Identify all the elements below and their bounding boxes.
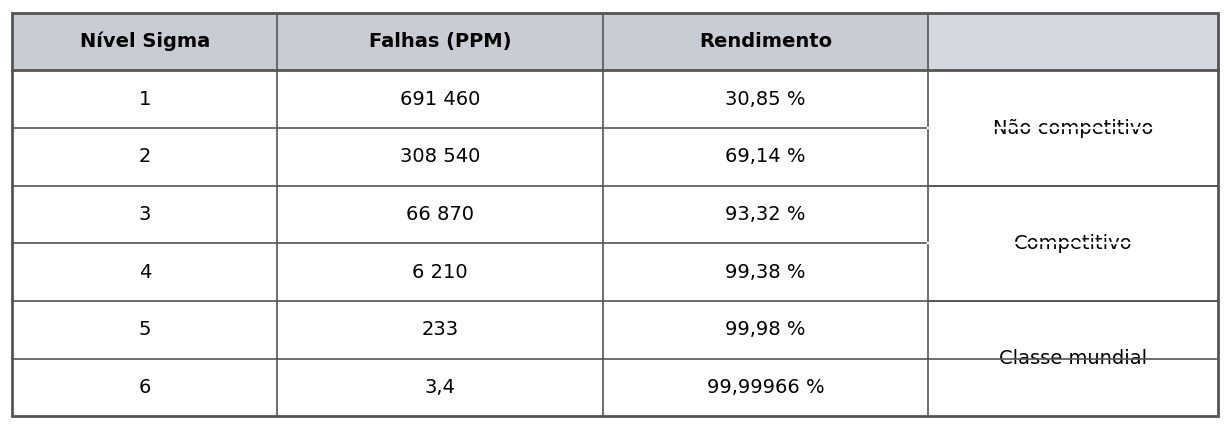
Text: 1: 1 bbox=[139, 90, 151, 109]
Text: 5: 5 bbox=[139, 320, 151, 339]
Bar bbox=[278, 359, 603, 416]
Bar bbox=[278, 128, 603, 186]
Bar bbox=[278, 186, 603, 243]
Text: 99,99966 %: 99,99966 % bbox=[707, 378, 824, 397]
Bar bbox=[603, 128, 929, 186]
Text: 233: 233 bbox=[422, 320, 459, 339]
Bar bbox=[12, 13, 278, 70]
Bar bbox=[278, 301, 603, 359]
Text: 66 870: 66 870 bbox=[406, 205, 475, 224]
Text: 4: 4 bbox=[139, 263, 151, 281]
Text: 30,85 %: 30,85 % bbox=[726, 90, 806, 109]
Bar bbox=[278, 70, 603, 128]
Bar bbox=[603, 243, 929, 301]
Bar bbox=[603, 186, 929, 243]
Bar bbox=[12, 359, 278, 416]
Text: 93,32 %: 93,32 % bbox=[726, 205, 806, 224]
Bar bbox=[929, 186, 1218, 301]
Bar bbox=[12, 301, 278, 359]
Text: Falhas (PPM): Falhas (PPM) bbox=[369, 32, 512, 51]
Text: Classe mundial: Classe mundial bbox=[999, 349, 1148, 368]
Text: 308 540: 308 540 bbox=[400, 148, 481, 166]
Bar bbox=[603, 70, 929, 128]
Text: 6 210: 6 210 bbox=[412, 263, 469, 281]
Text: 3,4: 3,4 bbox=[424, 378, 455, 397]
Bar bbox=[12, 186, 278, 243]
Bar bbox=[278, 243, 603, 301]
Bar bbox=[12, 128, 278, 186]
Bar bbox=[603, 13, 929, 70]
Text: 6: 6 bbox=[139, 378, 151, 397]
Text: 2: 2 bbox=[139, 148, 151, 166]
Bar bbox=[12, 70, 278, 128]
Text: Rendimento: Rendimento bbox=[699, 32, 833, 51]
Bar bbox=[929, 301, 1218, 416]
Bar bbox=[278, 13, 603, 70]
Text: Não competitivo: Não competitivo bbox=[993, 118, 1154, 138]
Text: Nível Sigma: Nível Sigma bbox=[80, 32, 210, 51]
Text: 691 460: 691 460 bbox=[400, 90, 481, 109]
Text: 3: 3 bbox=[139, 205, 151, 224]
Text: 69,14 %: 69,14 % bbox=[726, 148, 806, 166]
Bar bbox=[603, 301, 929, 359]
Bar bbox=[12, 243, 278, 301]
Bar bbox=[929, 70, 1218, 186]
Bar bbox=[603, 359, 929, 416]
Text: 99,98 %: 99,98 % bbox=[726, 320, 806, 339]
Text: Competitivo: Competitivo bbox=[1014, 234, 1133, 253]
Text: 99,38 %: 99,38 % bbox=[726, 263, 806, 281]
Bar bbox=[929, 13, 1218, 70]
